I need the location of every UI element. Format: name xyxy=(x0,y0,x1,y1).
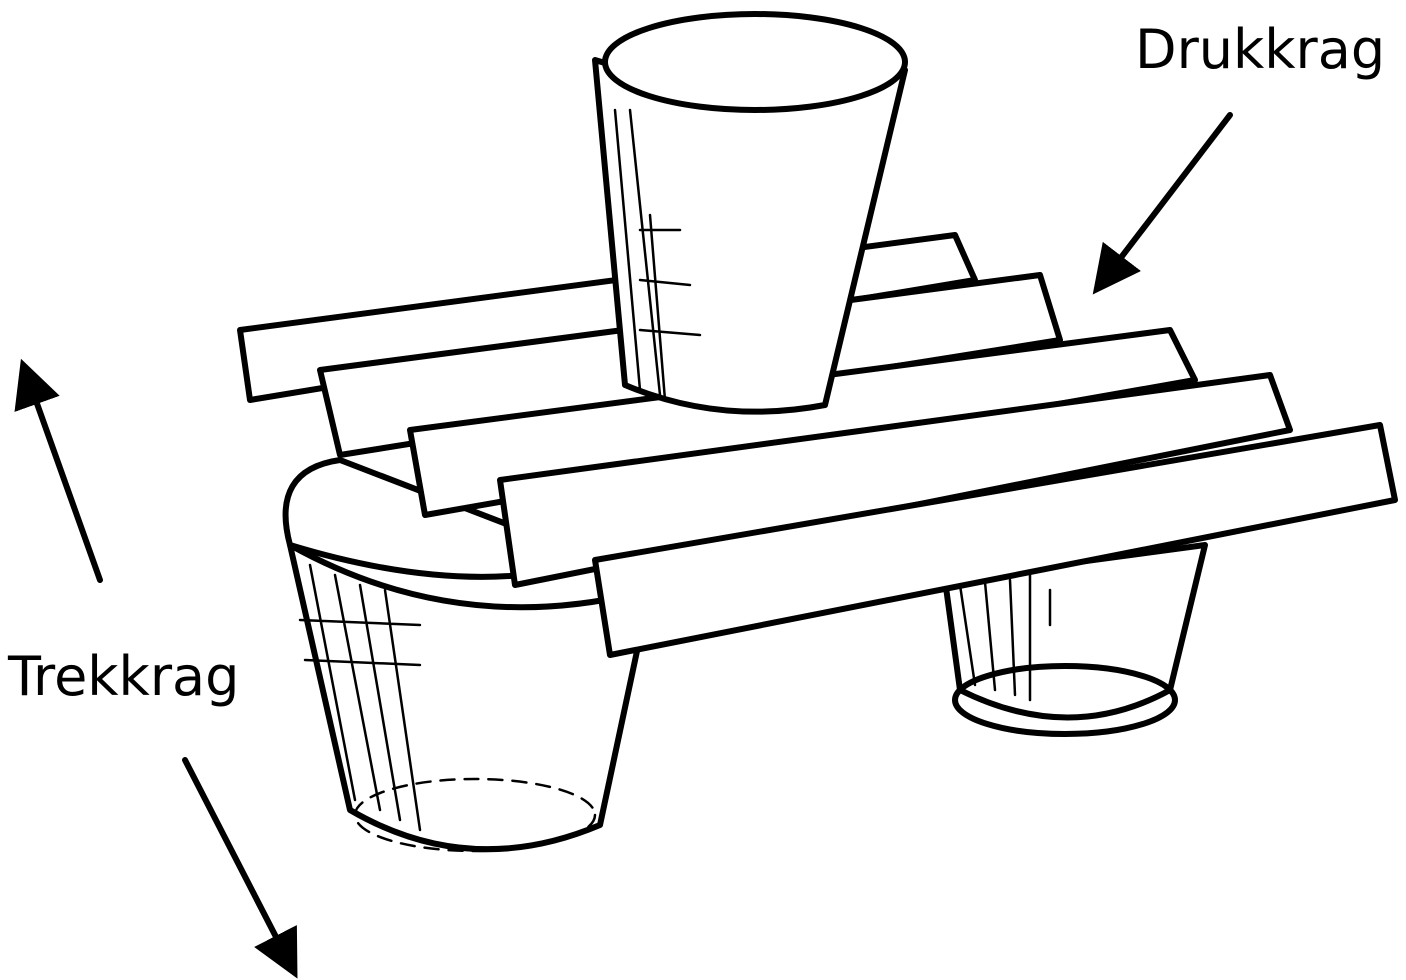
right-support-cup xyxy=(942,542,1208,737)
compression-arrow xyxy=(1092,112,1233,295)
tension-arrow-down xyxy=(182,757,298,979)
compression-label: Drukkrag xyxy=(1135,18,1385,81)
tension-arrow-up xyxy=(14,358,103,583)
load-cup xyxy=(592,11,908,415)
tension-label: Trekkrag xyxy=(7,645,239,708)
